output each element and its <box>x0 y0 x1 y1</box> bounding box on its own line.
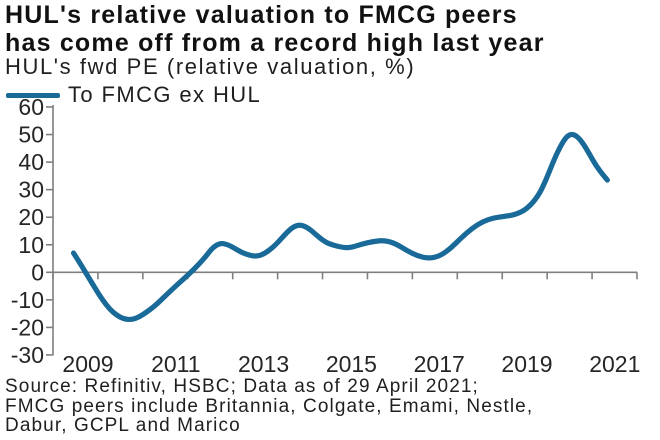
chart-title-line1: HUL's relative valuation to FMCG peers <box>5 1 518 29</box>
source-note-line2: FMCG peers include Britannia, Colgate, E… <box>5 395 534 417</box>
x-axis-label: 2009 <box>62 351 113 377</box>
y-axis-label: 20 <box>18 204 44 230</box>
y-axis-label: -20 <box>11 314 44 340</box>
x-axis-label: 2015 <box>326 351 377 377</box>
x-axis-label: 2011 <box>151 351 200 377</box>
source-note-line1: Source: Refinitiv, HSBC; Data as of 29 A… <box>5 376 479 397</box>
x-axis-label: 2019 <box>501 351 552 377</box>
x-axis-label: 2021 <box>589 351 640 377</box>
x-axis-label: 2017 <box>414 351 465 377</box>
legend-line-swatch <box>6 92 60 98</box>
source-note: Source: Refinitiv, HSBC; Data as of 29 A… <box>5 377 660 436</box>
y-axis-label: 60 <box>18 94 44 120</box>
legend: To FMCG ex HUL <box>6 82 262 107</box>
y-axis-label: -30 <box>11 342 44 368</box>
x-axis-label: 2013 <box>238 351 289 377</box>
y-axis-label: 50 <box>18 122 44 148</box>
chart-subtitle: HUL's fwd PE (relative valuation, %) <box>5 54 416 79</box>
chart-title: HUL's relative valuation to FMCG peers h… <box>5 1 657 57</box>
y-axis-label: -10 <box>11 287 44 313</box>
y-axis-label: 10 <box>18 232 44 258</box>
y-axis-label: 0 <box>31 259 44 285</box>
legend-label: To FMCG ex HUL <box>68 82 262 107</box>
y-axis-label: 30 <box>18 177 44 203</box>
series-line <box>70 131 610 323</box>
source-note-line3: Dabur, GCPL and Marico <box>5 415 241 436</box>
y-axis-label: 40 <box>18 149 44 175</box>
chart-title-line2: has come off from a record high last yea… <box>5 29 545 57</box>
